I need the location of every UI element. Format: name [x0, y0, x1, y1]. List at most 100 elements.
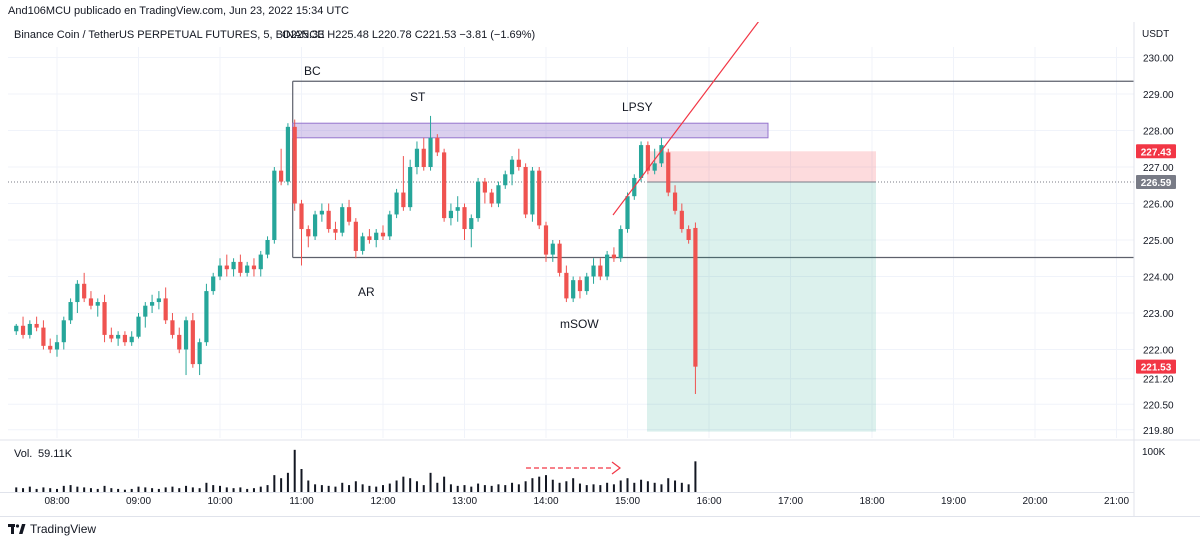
- volume-bar: [490, 485, 493, 492]
- volume-bar: [259, 486, 262, 492]
- price-tag-upper: [1136, 144, 1176, 159]
- footer: TradingView: [0, 516, 1200, 541]
- price-tag-dotted-label: 226.59: [1141, 178, 1172, 189]
- chart[interactable]: 219.80 220.50 221.20 222.00 223.00 224.00 225.…: [0, 22, 1200, 516]
- volume-bar: [687, 484, 690, 492]
- volume-bar: [545, 475, 547, 492]
- volume-bar: [103, 485, 106, 492]
- tradingview-brand[interactable]: TradingView: [8, 522, 96, 536]
- candle-body: [448, 210, 454, 219]
- candle-body: [224, 265, 229, 270]
- candle-body: [136, 316, 141, 337]
- volume-bar: [667, 478, 670, 492]
- volume-bar: [76, 486, 79, 492]
- volume-bar: [266, 485, 269, 492]
- y-tick-label: 229.00: [1143, 90, 1174, 101]
- supply-zone-box: [292, 122, 769, 139]
- candle-body: [190, 320, 195, 365]
- y-tick-label: 220.50: [1143, 400, 1174, 411]
- volume-bar: [585, 485, 588, 492]
- volume-bar: [612, 484, 615, 492]
- candle-body: [605, 254, 610, 277]
- trend-line: [612, 22, 759, 216]
- candle-body: [401, 192, 406, 208]
- volume-bar: [511, 482, 514, 492]
- candle-body: [183, 320, 189, 350]
- volume-bar: [28, 486, 31, 492]
- candle-body: [408, 167, 413, 208]
- candle-body: [360, 236, 365, 251]
- volume-bar: [334, 486, 337, 492]
- volume-bar: [524, 481, 527, 492]
- candle-body: [543, 225, 549, 255]
- volume-bar: [157, 488, 160, 492]
- candle-body: [666, 152, 671, 193]
- candle-body: [129, 336, 134, 343]
- x-tick-label: 15:00: [615, 496, 640, 507]
- volume-bar: [565, 481, 568, 492]
- level-lines: [8, 80, 1134, 432]
- volume-bar: [497, 484, 500, 492]
- candle-body: [645, 145, 650, 171]
- volume-bar: [137, 486, 140, 492]
- volume-bar: [578, 483, 581, 492]
- label-ar: AR: [358, 285, 375, 299]
- volume-bar: [219, 485, 221, 492]
- candle-body: [550, 243, 555, 255]
- candle-body: [197, 342, 202, 365]
- volume-bar: [151, 488, 154, 492]
- ohlc-legend: O225.33 H225.48 L220.78 C221.53 −3.81 (−…: [282, 29, 535, 41]
- volume-bar: [640, 479, 643, 492]
- volume-pane: [15, 449, 697, 492]
- candle-body: [292, 126, 297, 204]
- candle-body: [34, 323, 39, 328]
- price-tag-upper-label: 227.43: [1141, 147, 1172, 158]
- candle-body: [143, 305, 148, 317]
- candle-body: [285, 126, 291, 182]
- volume-bar: [178, 488, 181, 492]
- candle-body: [326, 210, 331, 230]
- candle-body: [380, 232, 386, 237]
- candle-body: [421, 148, 426, 167]
- volume-bar: [212, 485, 215, 492]
- candle-body: [442, 152, 447, 219]
- candle-body: [346, 207, 352, 222]
- volume-bar: [286, 472, 289, 492]
- y-tick-label: 226.00: [1143, 200, 1174, 211]
- volume-bar: [436, 482, 439, 492]
- candle-body: [61, 320, 66, 343]
- publisher-text: And106MCU publicado en TradingView.com, …: [8, 5, 350, 17]
- currency-label: USDT: [1142, 29, 1169, 40]
- volume-bar: [35, 488, 38, 492]
- volume-bar: [348, 485, 351, 492]
- price-tags: 227.43 226.59 221.53: [1136, 144, 1176, 374]
- candle-body: [679, 210, 684, 230]
- x-tick-label: 14:00: [533, 496, 558, 507]
- volume-bar: [191, 487, 194, 492]
- volume-bar: [56, 488, 58, 492]
- volume-bar: [443, 476, 446, 492]
- volume-bar: [680, 482, 683, 492]
- candle-body: [204, 291, 209, 343]
- candle-body: [82, 283, 87, 299]
- volume-bar: [164, 487, 167, 492]
- label-msow: mSOW: [560, 317, 599, 331]
- y-tick-label: 228.00: [1143, 127, 1174, 138]
- volume-bar: [171, 486, 174, 492]
- candle-body: [245, 265, 250, 273]
- volume-bar: [572, 478, 575, 492]
- publisher-header: And106MCU publicado en TradingView.com, …: [0, 0, 1200, 22]
- volume-bar: [293, 449, 296, 492]
- candle-body: [625, 196, 630, 230]
- volume-bar: [246, 488, 249, 492]
- candle-body: [489, 192, 494, 204]
- candle-body: [20, 325, 26, 335]
- volume-bar: [49, 488, 52, 492]
- candle-body: [14, 325, 19, 332]
- candle-body: [41, 327, 46, 346]
- volume-bar: [558, 482, 561, 492]
- candle-body: [516, 159, 521, 167]
- x-tick-label: 11:00: [289, 496, 314, 507]
- volume-bar: [225, 487, 228, 492]
- volume-bar: [42, 487, 45, 492]
